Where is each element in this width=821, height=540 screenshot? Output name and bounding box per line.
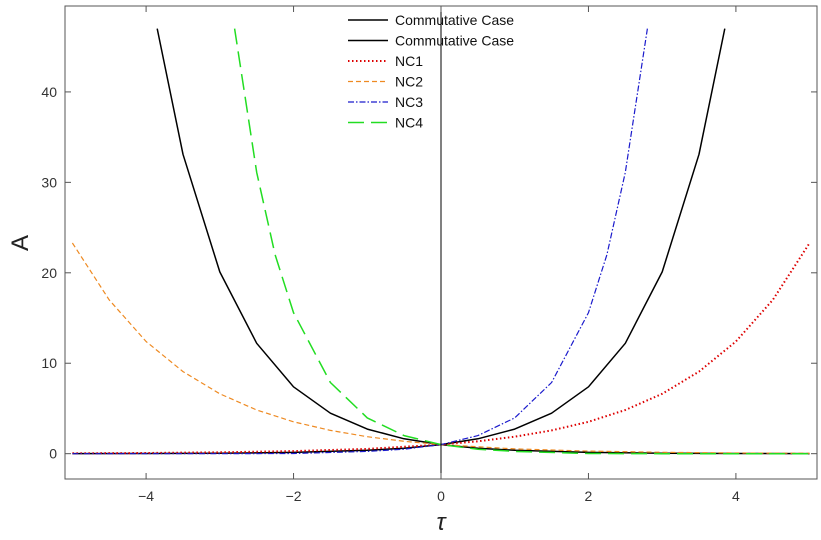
series-line-6 — [233, 28, 810, 455]
x-tick-label: −4 — [138, 488, 154, 504]
series-line-4 — [71, 242, 810, 454]
y-tick-label: 40 — [41, 84, 57, 100]
legend-label: Commutative Case — [395, 12, 514, 28]
y-tick-label: 30 — [41, 174, 57, 190]
legend-label: NC4 — [395, 115, 423, 131]
y-tick-label: 20 — [41, 265, 57, 281]
series-group — [71, 28, 811, 455]
x-tick-label: −2 — [286, 488, 302, 504]
y-tick-label: 0 — [49, 446, 57, 462]
x-tick-label: 0 — [437, 488, 445, 504]
legend-label: Commutative Case — [395, 33, 514, 49]
legend-label: NC3 — [395, 94, 423, 110]
series-line-5 — [72, 28, 648, 455]
x-tick-label: 2 — [585, 488, 593, 504]
x-tick-label: 4 — [732, 488, 740, 504]
series-line-2 — [72, 28, 726, 455]
series-line-3 — [72, 242, 811, 455]
y-tick-label: 10 — [41, 355, 57, 371]
legend-label: NC2 — [395, 74, 423, 90]
legend: Commutative Case Commutative Case NC1 NC2 NC… — [348, 12, 514, 131]
x-axis-title: τ — [437, 509, 448, 536]
y-axis-title: A — [7, 235, 34, 251]
legend-label: NC1 — [395, 53, 423, 69]
